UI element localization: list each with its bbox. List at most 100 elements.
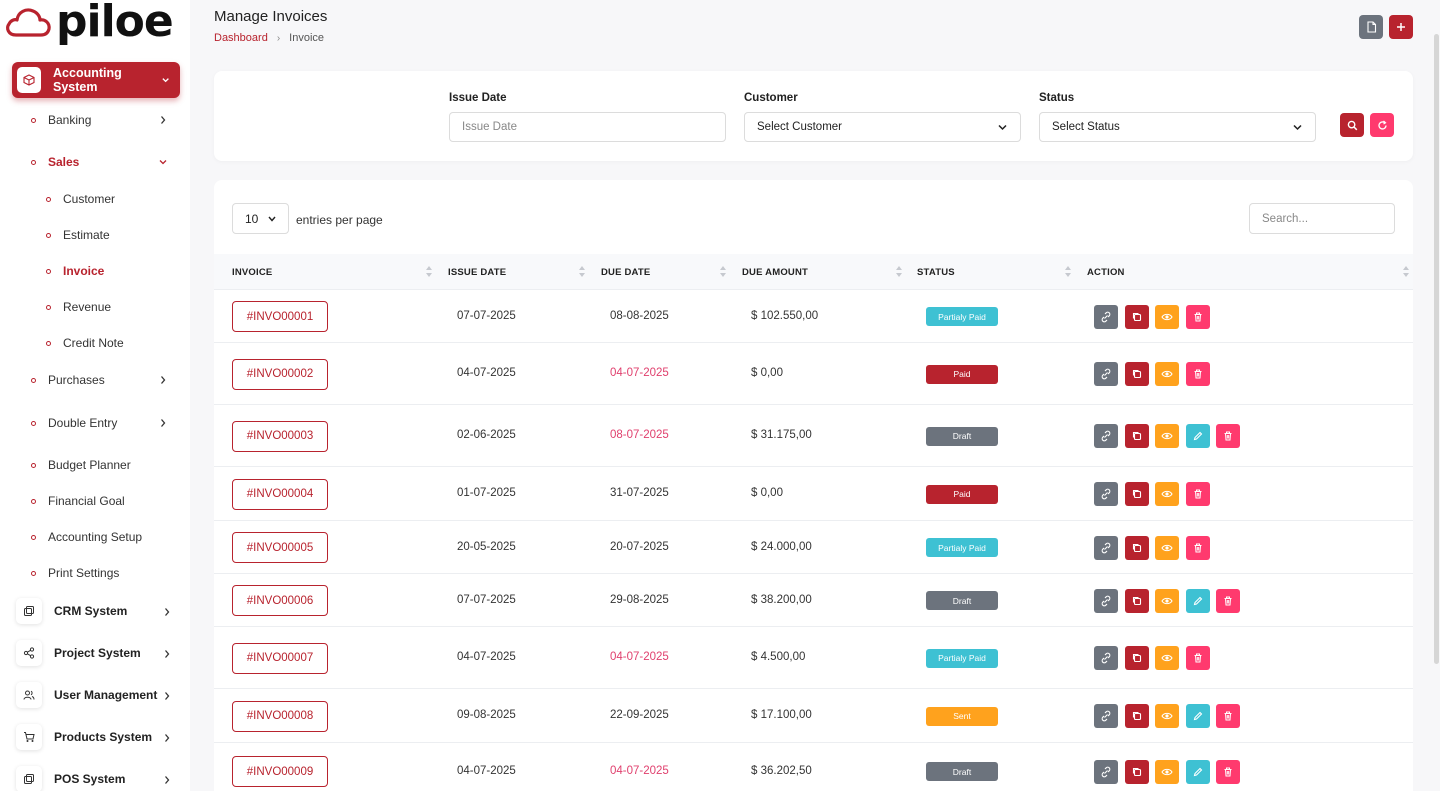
column-header-action: ACTION: [1087, 267, 1125, 278]
invoice-number-link[interactable]: #INVO00001: [232, 301, 328, 332]
table-row: #INVO00008 09-08-2025 22-09-2025 $ 17.100,0…: [214, 689, 1413, 743]
reset-button[interactable]: [1370, 113, 1394, 137]
view-button[interactable]: [1155, 588, 1179, 613]
view-button[interactable]: [1155, 535, 1179, 560]
duplicate-button[interactable]: [1124, 704, 1149, 728]
status-select[interactable]: Select Status: [1039, 112, 1316, 142]
sidebar-item-invoice[interactable]: Invoice: [0, 260, 190, 282]
delete-button[interactable]: [1185, 304, 1210, 329]
copy-link-button[interactable]: [1094, 646, 1118, 670]
delete-button[interactable]: [1185, 535, 1210, 560]
invoice-number-link[interactable]: #INVO00004: [232, 478, 328, 510]
sidebar-item-budget-planner[interactable]: Budget Planner: [0, 454, 190, 476]
edit-button[interactable]: [1185, 588, 1210, 613]
page-scrollbar[interactable]: [1434, 34, 1439, 664]
sidebar-item-banking[interactable]: Banking: [0, 109, 190, 131]
delete-button[interactable]: [1185, 482, 1210, 506]
link-icon: [1101, 595, 1111, 606]
sort-icon[interactable]: [896, 266, 902, 278]
delete-button[interactable]: [1216, 759, 1240, 784]
sidebar-item-purchases[interactable]: Purchases: [0, 369, 190, 391]
copy-link-button[interactable]: [1094, 362, 1118, 386]
copy-link-button[interactable]: [1094, 704, 1118, 728]
logo[interactable]: piloe: [4, 0, 174, 44]
duplicate-button[interactable]: [1124, 362, 1149, 386]
sort-icon[interactable]: [1065, 266, 1071, 278]
column-header-issue-date[interactable]: ISSUE DATE: [448, 267, 507, 278]
copy-link-button[interactable]: [1094, 588, 1118, 613]
sidebar-item-crm-system[interactable]: CRM System: [16, 597, 190, 625]
duplicate-button[interactable]: [1124, 646, 1149, 670]
copy-link-button[interactable]: [1094, 535, 1118, 560]
invoice-number-link[interactable]: #INVO00009: [232, 756, 328, 787]
invoice-number-link[interactable]: #INVO00006: [232, 585, 328, 616]
chevron-right-icon: [165, 776, 170, 784]
invoice-number-link[interactable]: #INVO00002: [232, 358, 328, 390]
copy-icon: [1132, 543, 1141, 552]
duplicate-button[interactable]: [1124, 535, 1149, 560]
edit-button[interactable]: [1185, 759, 1210, 784]
search-button[interactable]: [1340, 113, 1364, 137]
column-header-due-date[interactable]: DUE DATE: [601, 267, 651, 278]
table-search-input[interactable]: [1249, 203, 1395, 234]
add-invoice-button[interactable]: [1389, 15, 1413, 39]
export-button[interactable]: [1359, 15, 1383, 39]
copy-link-button[interactable]: [1094, 424, 1118, 448]
sidebar-item-credit-note[interactable]: Credit Note: [0, 332, 190, 354]
view-button[interactable]: [1155, 704, 1179, 728]
invoice-number-link[interactable]: #INVO00005: [232, 532, 328, 563]
sort-icon[interactable]: [579, 266, 585, 278]
duplicate-button[interactable]: [1124, 759, 1149, 784]
delete-button[interactable]: [1216, 588, 1240, 613]
sort-icon[interactable]: [426, 266, 432, 278]
sidebar-item-revenue[interactable]: Revenue: [0, 296, 190, 318]
view-button[interactable]: [1155, 482, 1179, 506]
sidebar-item-products-system[interactable]: Products System: [16, 723, 190, 751]
sidebar-item-pos-system[interactable]: POS System: [16, 765, 190, 791]
edit-button[interactable]: [1185, 704, 1210, 728]
view-button[interactable]: [1155, 362, 1179, 386]
sidebar-item-user-management[interactable]: User Management: [16, 681, 190, 709]
issue-date-input[interactable]: Issue Date: [449, 112, 726, 142]
view-button[interactable]: [1155, 304, 1179, 329]
column-header-status[interactable]: STATUS: [917, 267, 955, 278]
sidebar-item-sales[interactable]: Sales: [0, 151, 190, 173]
duplicate-button[interactable]: [1124, 588, 1149, 613]
copy-link-button[interactable]: [1094, 482, 1118, 506]
sort-icon[interactable]: [720, 266, 726, 278]
sidebar-item-accounting-setup[interactable]: Accounting Setup: [0, 526, 190, 548]
status-badge: Paid: [926, 364, 998, 384]
duplicate-button[interactable]: [1124, 424, 1149, 448]
copy-link-button[interactable]: [1094, 304, 1118, 329]
sidebar-item-estimate[interactable]: Estimate: [0, 224, 190, 246]
sidebar-item-financial-goal[interactable]: Financial Goal: [0, 490, 190, 512]
column-header-due-amount[interactable]: DUE AMOUNT: [742, 267, 809, 278]
issue-date-cell: 04-07-2025: [457, 651, 516, 663]
sidebar-item-project-system[interactable]: Project System: [16, 639, 190, 667]
duplicate-button[interactable]: [1124, 304, 1149, 329]
table-row: #INVO00001 07-07-2025 08-08-2025 $ 102.550,…: [214, 290, 1413, 343]
copy-link-button[interactable]: [1094, 759, 1118, 784]
sort-icon[interactable]: [1403, 266, 1409, 278]
view-button[interactable]: [1155, 424, 1179, 448]
sidebar-item-accounting-system[interactable]: Accounting System: [12, 62, 180, 98]
delete-button[interactable]: [1185, 362, 1210, 386]
invoice-number-link[interactable]: #INVO00008: [232, 700, 328, 732]
customer-select[interactable]: Select Customer: [744, 112, 1021, 142]
delete-button[interactable]: [1216, 424, 1240, 448]
edit-button[interactable]: [1185, 424, 1210, 448]
invoice-number-link[interactable]: #INVO00003: [232, 420, 328, 452]
entries-per-page-select[interactable]: 10: [232, 203, 289, 234]
duplicate-button[interactable]: [1124, 482, 1149, 506]
view-button[interactable]: [1155, 646, 1179, 670]
delete-button[interactable]: [1216, 704, 1240, 728]
column-header-invoice[interactable]: INVOICE: [232, 267, 273, 278]
view-button[interactable]: [1155, 759, 1179, 784]
delete-button[interactable]: [1185, 646, 1210, 670]
breadcrumb-dashboard-link[interactable]: Dashboard: [214, 32, 268, 44]
sidebar-item-double-entry[interactable]: Double Entry: [0, 412, 190, 434]
entries-value: 10: [245, 211, 259, 226]
invoice-number-link[interactable]: #INVO00007: [232, 642, 328, 674]
sidebar-item-customer[interactable]: Customer: [0, 188, 190, 210]
sidebar-item-print-settings[interactable]: Print Settings: [0, 562, 190, 584]
